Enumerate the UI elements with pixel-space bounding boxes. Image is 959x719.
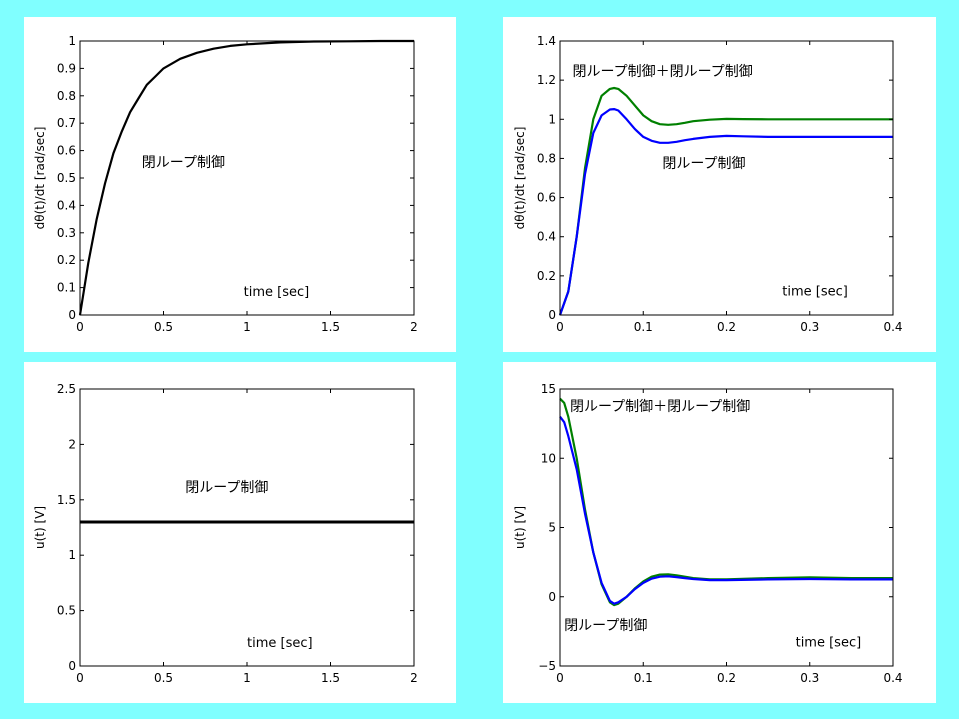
series-line-1 — [559, 416, 893, 605]
y-tick-label: 0.2 — [537, 269, 556, 283]
y-tick-label: 0.9 — [57, 61, 76, 75]
y-tick-label: 0 — [548, 308, 556, 322]
x-tick-label: 0.3 — [800, 671, 819, 685]
y-tick-label: 1.5 — [57, 493, 76, 507]
series-annotation: 閉ループ制御 — [142, 155, 225, 171]
series-annotation: 閉ループ制御 — [564, 618, 647, 634]
x-tick-label: 0.5 — [154, 671, 173, 685]
x-tick-label: 1 — [243, 320, 251, 334]
series-annotation: 閉ループ制御 — [185, 480, 268, 496]
y-tick-label: 0.3 — [57, 226, 76, 240]
y-tick-label: −5 — [538, 659, 556, 673]
series-line-1 — [558, 107, 893, 316]
y-axis-label: dθ(t)/dt [rad/sec] — [33, 127, 47, 230]
y-tick-label: 1 — [68, 34, 76, 48]
time-axis-annotation: time [sec] — [244, 285, 310, 300]
y-tick-label: 0.7 — [57, 116, 76, 130]
series-annotation: 閉ループ制御＋閉ループ制御 — [570, 399, 750, 415]
series-annotation: 閉ループ制御 — [662, 156, 745, 172]
x-tick-label: 0.2 — [717, 320, 736, 334]
x-tick-label: 0 — [556, 671, 564, 685]
chart-angular-velocity-compare: 0 0.1 0.2 0.3 0.4 0 0.2 0.4 0.6 0.8 1 1.2 1.4 dθ(t)/d… — [513, 34, 903, 334]
y-tick-label: 10 — [541, 451, 556, 465]
y-tick-label: 0.1 — [57, 281, 76, 295]
y-tick-label: 2 — [68, 437, 76, 451]
y-tick-label: 1 — [68, 548, 76, 562]
x-tick-label: 0.5 — [154, 320, 173, 334]
y-tick-label: 5 — [548, 521, 556, 535]
x-tick-label: 1.5 — [321, 671, 340, 685]
y-axis-label: u(t) [V] — [33, 506, 47, 549]
y-tick-label: 0 — [548, 590, 556, 604]
x-tick-label: 2 — [410, 671, 418, 685]
time-axis-annotation: time [sec] — [796, 636, 862, 651]
chart-panel-bottom-left: 0 0.5 1 1.5 2 0 0.5 1 1.5 2 2.5 u(t) [V] 閉ループ制御 time … — [24, 362, 456, 703]
time-axis-annotation: time [sec] — [247, 636, 313, 651]
y-tick-label: 0.4 — [57, 198, 76, 212]
series-annotation: 閉ループ制御＋閉ループ制御 — [572, 64, 752, 80]
x-tick-label: 0 — [556, 320, 564, 334]
x-tick-label: 1.5 — [321, 320, 340, 334]
y-tick-label: 1 — [548, 112, 556, 126]
x-tick-label: 0 — [76, 320, 84, 334]
x-tick-label: 0.2 — [717, 671, 736, 685]
y-tick-label: 0.6 — [537, 191, 556, 205]
time-axis-annotation: time [sec] — [782, 284, 848, 299]
y-tick-label: 1.4 — [537, 34, 556, 48]
x-tick-label: 0 — [76, 671, 84, 685]
y-tick-label: 0.8 — [57, 89, 76, 103]
y-tick-label: 0.5 — [57, 604, 76, 618]
y-tick-label: 0.4 — [537, 230, 556, 244]
x-tick-label: 0.1 — [634, 671, 653, 685]
x-tick-label: 0.4 — [883, 320, 902, 334]
axes-box — [79, 388, 415, 667]
series-line-0 — [559, 397, 893, 607]
y-tick-label: 0.8 — [537, 151, 556, 165]
y-tick-label: 0 — [68, 308, 76, 322]
y-tick-label: 2.5 — [57, 382, 76, 396]
axes-box — [559, 40, 894, 316]
chart-panel-bottom-right: 0 0.1 0.2 0.3 0.4 −5 0 5 10 15 u(t) [V] 閉ループ制御＋閉ループ… — [503, 362, 936, 703]
y-tick-label: 15 — [541, 382, 556, 396]
y-tick-label: 1.2 — [537, 73, 556, 87]
y-tick-label: 0 — [68, 659, 76, 673]
x-tick-label: 0.3 — [800, 320, 819, 334]
chart-panel-top-left: 0 0.5 1 1.5 2 0 0.1 0.2 0.3 0.4 0.5 0.6 0.7 0.8 0.9 1 dθ… — [24, 17, 456, 352]
chart-panel-top-right: 0 0.1 0.2 0.3 0.4 0 0.2 0.4 0.6 0.8 1 1.2 1.4 dθ(t)/d… — [503, 17, 936, 352]
chart-angular-velocity-single: 0 0.5 1 1.5 2 0 0.1 0.2 0.3 0.4 0.5 0.6 0.7 0.8 0.9 1 dθ… — [33, 34, 418, 334]
x-tick-label: 0.1 — [634, 320, 653, 334]
y-tick-label: 0.6 — [57, 144, 76, 158]
chart-voltage-single: 0 0.5 1 1.5 2 0 0.5 1 1.5 2 2.5 u(t) [V] 閉ループ制御 time … — [33, 382, 418, 685]
x-tick-label: 2 — [410, 320, 418, 334]
y-tick-label: 0.5 — [57, 171, 76, 185]
y-axis-label: dθ(t)/dt [rad/sec] — [513, 127, 527, 230]
series-line-0 — [78, 39, 414, 316]
y-tick-label: 0.2 — [57, 253, 76, 267]
series-line-0 — [558, 86, 893, 316]
x-tick-label: 0.4 — [883, 671, 902, 685]
axes-box — [79, 40, 415, 316]
y-axis-label: u(t) [V] — [513, 506, 527, 549]
x-tick-label: 1 — [243, 671, 251, 685]
